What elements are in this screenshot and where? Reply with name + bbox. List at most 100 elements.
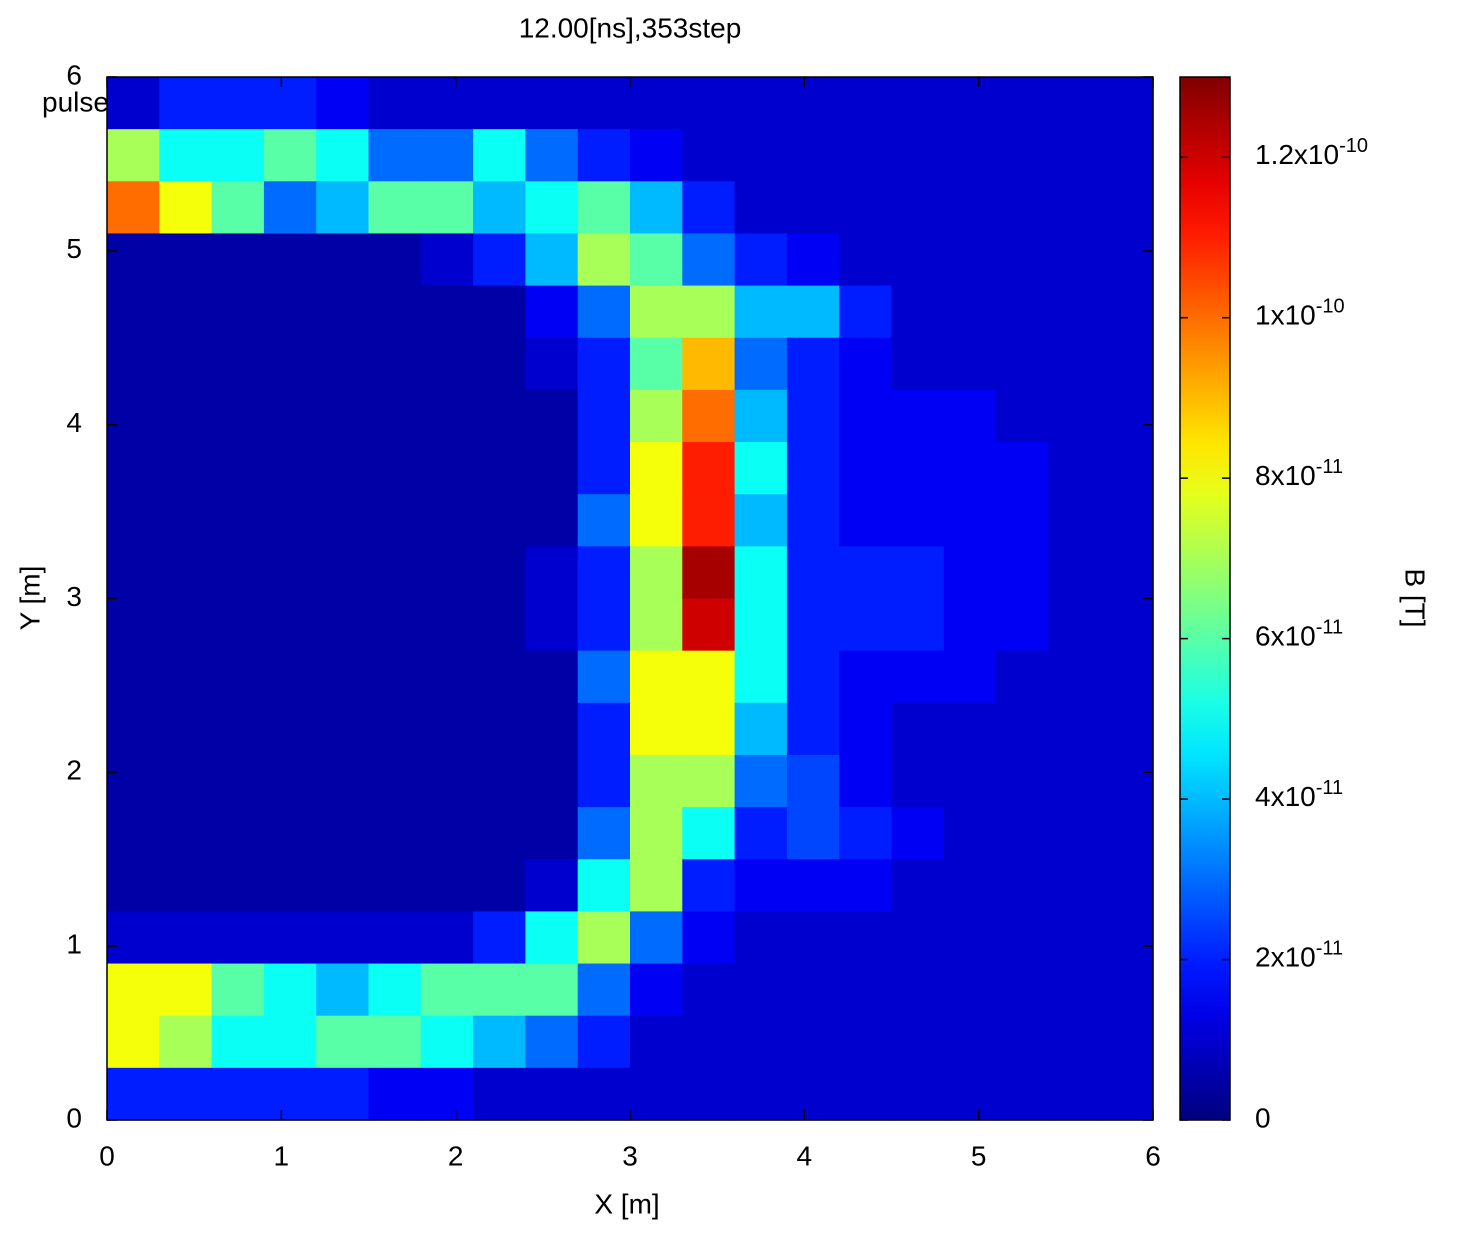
heat-cell — [420, 754, 474, 808]
heat-cell — [420, 389, 474, 443]
heat-cell — [891, 807, 945, 860]
heat-cell — [1048, 859, 1102, 912]
heat-cell — [368, 285, 422, 339]
x-tick-label: 1 — [274, 1140, 290, 1171]
heat-cell — [1100, 129, 1154, 182]
heat-cell — [420, 1015, 474, 1069]
heat-cell — [839, 911, 893, 965]
heat-cell — [943, 598, 997, 652]
heat-cell — [525, 181, 579, 235]
heat-cell — [734, 754, 788, 808]
heat-cell — [682, 181, 736, 235]
heat-cell — [1100, 77, 1154, 130]
heat-cell — [473, 494, 526, 547]
heat-cell — [159, 807, 213, 860]
heat-cell — [368, 598, 422, 652]
heat-cell — [316, 233, 370, 287]
heat-cell — [996, 389, 1049, 443]
heat-cell — [577, 129, 631, 182]
heat-cell — [786, 598, 840, 652]
heat-cell — [996, 598, 1049, 652]
heat-cell — [786, 233, 840, 287]
heat-cell — [211, 650, 265, 704]
heat-cell — [525, 546, 579, 600]
heat-cell — [630, 807, 683, 860]
colorbar-tick-label: 6x10-11 — [1255, 617, 1343, 652]
heat-cell — [263, 598, 317, 652]
heat-cell — [107, 233, 160, 287]
heat-cell — [943, 77, 997, 130]
heat-cell — [839, 963, 893, 1017]
heat-cell — [839, 598, 893, 652]
heat-cell — [368, 1015, 422, 1069]
heat-cell — [734, 129, 788, 182]
heat-cell — [630, 389, 683, 443]
heat-cell — [368, 963, 422, 1017]
heat-cell — [1048, 754, 1102, 808]
y-tick-label: 4 — [66, 407, 82, 438]
heat-cell — [211, 129, 265, 182]
heat-cell — [107, 442, 160, 495]
heat-cell — [891, 650, 945, 704]
heat-cell — [734, 494, 788, 547]
heat-cell — [734, 1067, 788, 1121]
heat-cell — [159, 911, 213, 965]
heat-cell — [211, 233, 265, 287]
heat-cell — [368, 546, 422, 600]
heat-cell — [1048, 181, 1102, 235]
heat-cell — [577, 1067, 631, 1121]
heat-cell — [943, 389, 997, 443]
heat-cell — [630, 77, 683, 130]
heat-cell — [1048, 77, 1102, 130]
heat-cell — [263, 911, 317, 965]
heat-cell — [577, 442, 631, 495]
heat-cell — [577, 285, 631, 339]
x-tick-label: 2 — [448, 1140, 464, 1171]
heat-cell — [107, 702, 160, 756]
x-tick-label: 4 — [797, 1140, 813, 1171]
heat-cell — [159, 702, 213, 756]
heat-cell — [786, 494, 840, 547]
heat-cell — [996, 546, 1049, 600]
heat-cell — [630, 181, 683, 235]
heat-cell — [943, 546, 997, 600]
heat-cell — [1100, 389, 1154, 443]
heat-cell — [159, 77, 213, 130]
heat-cell — [420, 859, 474, 912]
heat-cell — [107, 77, 160, 130]
heat-cell — [786, 807, 840, 860]
heat-cell — [577, 181, 631, 235]
heat-cell — [943, 181, 997, 235]
heat-cell — [525, 285, 579, 339]
heat-cell — [159, 598, 213, 652]
colorbar-tick-label: 0 — [1255, 1102, 1271, 1133]
heat-cell — [368, 807, 422, 860]
heat-cell — [420, 650, 474, 704]
heat-cell — [577, 859, 631, 912]
heat-cell — [1048, 1067, 1102, 1121]
heat-cell — [473, 285, 526, 339]
heat-cell — [159, 754, 213, 808]
heat-cell — [263, 546, 317, 600]
heat-cell — [630, 598, 683, 652]
heat-cell — [159, 546, 213, 600]
heat-cell — [839, 129, 893, 182]
heat-cell — [473, 389, 526, 443]
heat-cell — [107, 807, 160, 860]
heat-cell — [316, 702, 370, 756]
heat-cell — [996, 807, 1049, 860]
heat-cell — [1048, 650, 1102, 704]
heat-cell — [473, 546, 526, 600]
heat-cell — [159, 285, 213, 339]
heat-cell — [786, 285, 840, 339]
y-tick-label: 3 — [66, 581, 82, 612]
heat-cell — [368, 859, 422, 912]
heat-cell — [630, 494, 683, 547]
heat-cell — [211, 77, 265, 130]
heat-cell — [734, 702, 788, 756]
heat-cell — [734, 1015, 788, 1069]
heat-cell — [107, 181, 160, 235]
heat-cell — [316, 1067, 370, 1121]
heat-cell — [420, 598, 474, 652]
heat-cell — [943, 650, 997, 704]
